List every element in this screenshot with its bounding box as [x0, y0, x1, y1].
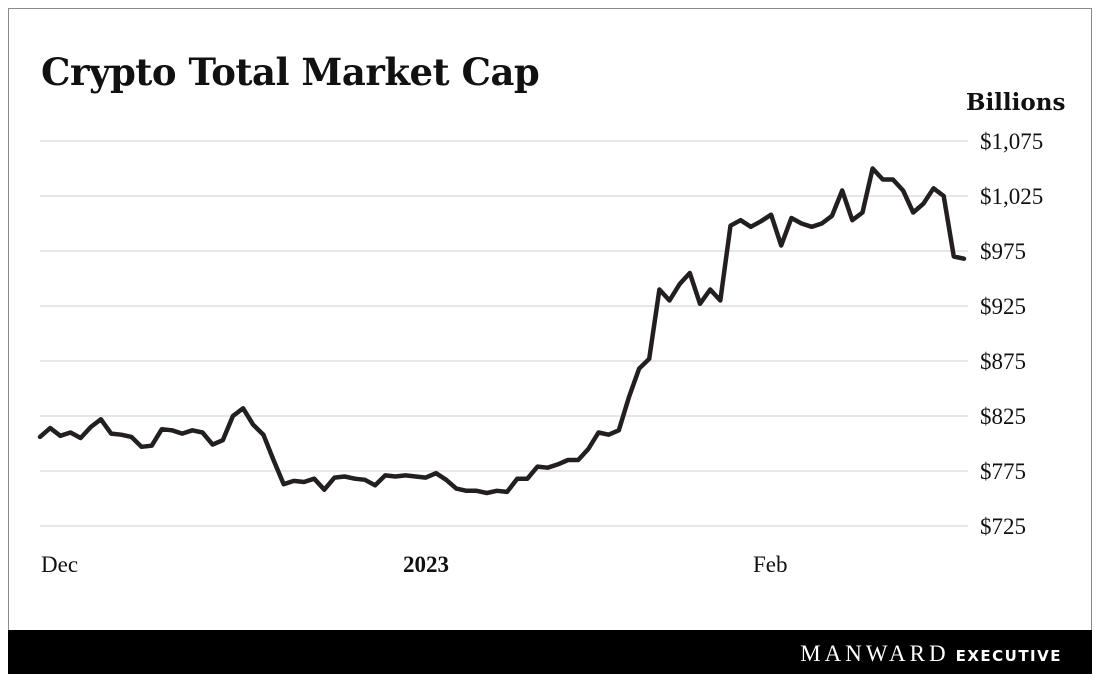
- chart-title: Crypto Total Market Cap: [41, 50, 540, 94]
- x-axis-tick-labels: Dec 2023 Feb: [41, 552, 788, 577]
- brand-logo: MANWARD EXECUTIVE: [800, 641, 1062, 667]
- x-tick-label: Feb: [753, 552, 788, 577]
- y-tick-label: $925: [980, 294, 1026, 319]
- x-tick-label: Dec: [41, 552, 78, 577]
- chart-frame: [8, 8, 1092, 674]
- y-tick-label: $975: [980, 239, 1026, 264]
- x-tick-label: 2023: [403, 552, 449, 577]
- gridlines: [40, 140, 968, 527]
- footer-bar: MANWARD EXECUTIVE: [8, 630, 1092, 674]
- y-tick-label: $725: [980, 514, 1026, 539]
- y-tick-label: $825: [980, 404, 1026, 429]
- brand-subtitle: EXECUTIVE: [955, 647, 1062, 665]
- y-axis-tick-labels: $1,075 $1,025 $975 $925 $875 $825 $775 $725: [980, 129, 1043, 539]
- y-tick-label: $875: [980, 349, 1026, 374]
- series-layer: [37, 166, 967, 496]
- y-axis-unit-label: Billions: [966, 89, 1066, 116]
- y-tick-label: $1,075: [980, 129, 1043, 154]
- y-tick-label: $775: [980, 459, 1026, 484]
- y-tick-label: $1,025: [980, 184, 1043, 209]
- brand-name: MANWARD: [800, 641, 950, 666]
- market-cap-line: [37, 166, 967, 496]
